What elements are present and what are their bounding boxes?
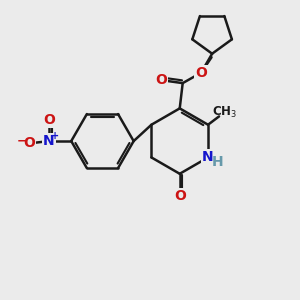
Text: N: N — [43, 134, 55, 148]
Text: O: O — [155, 73, 167, 87]
Text: O: O — [43, 113, 55, 127]
Text: H: H — [212, 155, 224, 169]
Text: O: O — [23, 136, 35, 151]
Text: +: + — [50, 131, 59, 141]
Text: O: O — [174, 189, 186, 203]
Text: N: N — [202, 150, 214, 164]
Text: −: − — [16, 135, 27, 148]
Text: CH$_3$: CH$_3$ — [212, 105, 237, 120]
Text: O: O — [195, 66, 207, 80]
